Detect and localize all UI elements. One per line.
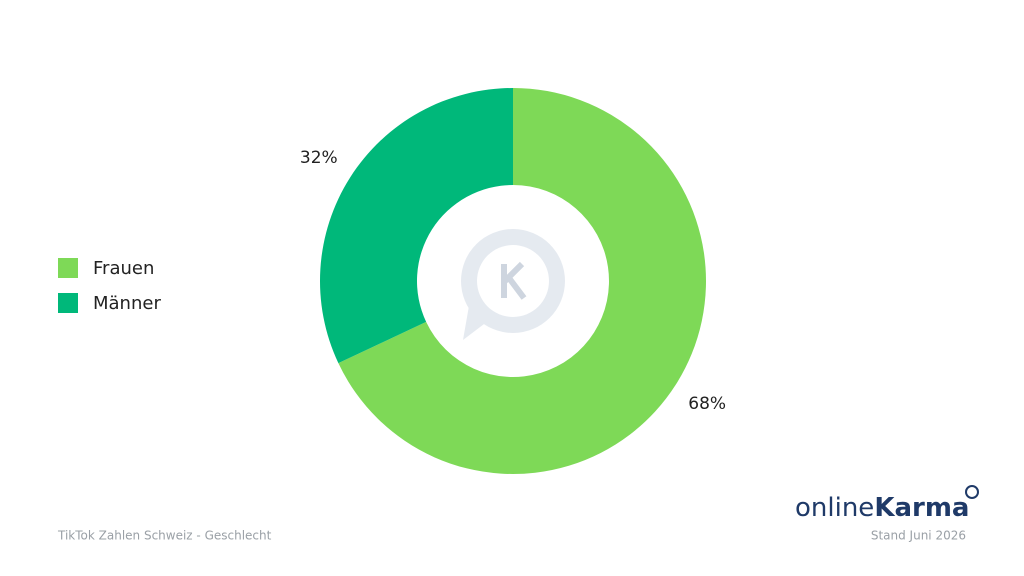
- slice: [319, 88, 513, 364]
- legend-swatch: [58, 258, 78, 278]
- logo: onlineKarma: [795, 493, 969, 523]
- logo-bold: Karma: [874, 493, 969, 523]
- footer-right: Stand Juni 2026: [871, 529, 966, 543]
- donut: [319, 88, 706, 474]
- legend-label: Männer: [93, 293, 161, 314]
- watermark: [461, 229, 565, 340]
- slice: [338, 88, 706, 474]
- legend-label: Frauen: [93, 258, 154, 279]
- footer-left: TikTok Zahlen Schweiz - Geschlecht: [57, 529, 272, 543]
- watermark-k: [501, 261, 527, 300]
- logo-icon: [965, 485, 979, 499]
- value-label: 68%: [688, 394, 726, 414]
- watermark-tail: [463, 300, 492, 340]
- value-label: 32%: [300, 148, 338, 168]
- logo-light: online: [795, 493, 874, 523]
- legend-swatch: [58, 293, 78, 313]
